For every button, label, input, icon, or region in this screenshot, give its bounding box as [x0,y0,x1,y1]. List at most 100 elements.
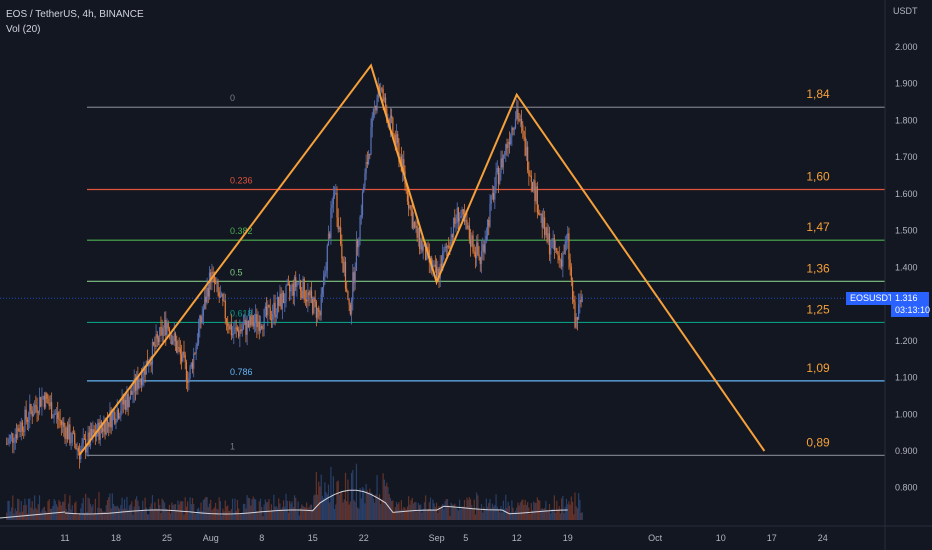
volume-bar [38,495,41,520]
candle-body [199,315,201,329]
volume-bar [261,506,263,520]
volume-bar [255,499,257,520]
candle-body [331,204,333,209]
candle-body [491,193,494,196]
currency-label: USDT [893,6,918,16]
volume-bar [403,506,405,520]
double-top-pattern [78,63,766,456]
volume-bar [534,502,536,520]
candle-body [216,281,218,284]
volume-bar [95,514,98,520]
candle-body [299,281,302,291]
candle-body [567,233,569,241]
volume-bar [225,506,228,520]
candle-body [264,306,266,310]
candle-body [480,251,483,265]
volume-bar [406,506,409,520]
volume-bar [9,511,11,520]
candle-body [292,283,294,296]
volume-bar [252,496,254,520]
volume-bar [454,503,456,520]
candle-body [448,245,450,248]
volume-bar [227,505,229,520]
candle-body [58,418,60,420]
candle-body [286,283,288,286]
symbol-badge: EOSUSDT [846,292,898,305]
candle-body [466,220,468,229]
volume-bar [445,498,447,520]
candle-body [127,393,129,408]
candle-body [367,153,370,164]
volume-bar [129,504,132,520]
candle-body [348,299,350,305]
candle-body [494,186,496,200]
candle-body [565,240,568,242]
candle-body [170,335,172,337]
candle-body [143,366,145,378]
volume-bar [212,508,214,520]
candle-body [408,201,410,209]
candle-body [535,186,537,202]
candle-body [210,272,212,283]
volume-bar [438,506,440,520]
candle-body [519,118,521,121]
volume-bar [573,514,575,520]
volume-bar [358,508,360,520]
candle-body [389,115,392,129]
volume-bar [367,492,370,520]
candle-body [280,293,282,309]
date-tick-label: 5 [463,533,468,543]
volume-bar [493,506,495,520]
candle-body [26,419,28,422]
volume-bar [541,508,543,520]
volume-bar [57,506,59,520]
candle-body [13,442,15,444]
volume-bar [449,515,451,520]
candle-body [342,258,344,273]
candle-body [420,240,422,250]
volume-bar [574,492,576,520]
candle-body [500,158,502,174]
fib-target-label: 1,84 [806,87,830,101]
volume-bar [81,503,83,520]
candle-body [316,307,319,318]
candle-body [60,420,62,425]
candle-body [136,375,138,391]
volume-bar [496,506,498,520]
candle-body [581,296,583,302]
candle-body [319,311,321,316]
candle-body [355,240,358,271]
volume-bar [480,503,483,520]
candle-body [193,353,195,369]
volume-bar [359,487,361,520]
volume-bar [333,508,336,520]
candle-body [17,428,19,439]
volume-bar [497,509,500,520]
candle-body [455,222,457,224]
volume-bar [354,501,356,520]
volume-bar [375,494,377,520]
candle-body [86,448,88,453]
candle-body [564,241,566,254]
volume-bar [365,483,367,520]
volume-bar [258,501,260,520]
volume-bar [325,492,327,520]
price-badge: 1.316 03:13:10 [891,292,930,317]
volume-bar [278,498,280,520]
candle-body [520,118,523,125]
candle-body [258,321,260,331]
volume-bar [12,495,14,520]
volume-bar [581,512,583,520]
candle-body [43,396,45,408]
volume-bar [160,513,162,520]
volume-bar [65,508,67,520]
volume-bar [520,500,523,520]
volume-bar [201,511,203,520]
candle-body [382,89,384,102]
volume-bar [551,508,553,520]
volume-bar [327,484,330,520]
volume-bar [69,495,71,520]
candle-body [97,422,99,434]
candle-body [98,422,100,440]
